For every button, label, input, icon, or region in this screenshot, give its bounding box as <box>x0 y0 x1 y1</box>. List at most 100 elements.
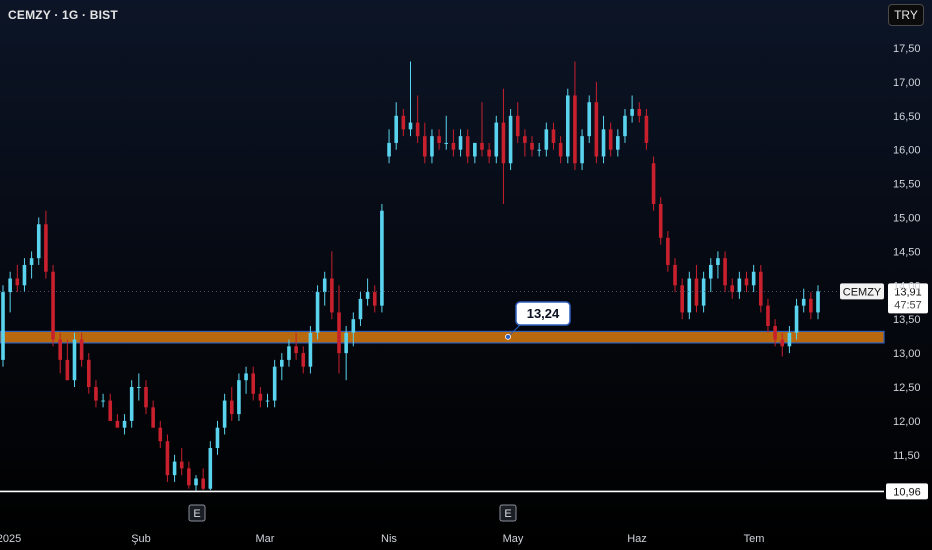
candle-body <box>737 278 742 293</box>
candle-body <box>794 305 799 333</box>
candle <box>258 387 263 408</box>
y-tick-label: 17,00 <box>893 77 921 89</box>
candle-body <box>187 468 191 486</box>
earnings-marker-box <box>499 504 517 522</box>
candle-body <box>573 95 577 164</box>
candle-body <box>208 448 213 489</box>
candle-body <box>780 339 785 347</box>
candle-body <box>372 292 377 306</box>
candle <box>809 292 813 320</box>
candle <box>251 366 256 401</box>
candle-body <box>515 115 520 137</box>
candle-body <box>15 278 20 286</box>
x-tick-label: May <box>503 533 524 545</box>
candle-body <box>680 285 684 313</box>
candle <box>172 454 177 482</box>
candle-body <box>244 373 248 381</box>
candle-body <box>759 271 763 306</box>
candle <box>122 414 127 435</box>
y-tick-label: 13,00 <box>893 348 921 360</box>
candle-body <box>351 319 356 333</box>
candle-body <box>222 400 227 428</box>
candle-body <box>365 292 370 299</box>
candle <box>401 109 406 137</box>
candle <box>787 325 792 354</box>
candle-body <box>151 407 155 428</box>
candle <box>730 278 735 299</box>
earnings-marker[interactable]: E <box>499 504 517 522</box>
candle <box>608 122 613 157</box>
y-tick-label: 15,00 <box>893 213 921 225</box>
candle-body <box>451 142 456 150</box>
candle-body <box>608 129 613 150</box>
candle-body <box>751 271 756 286</box>
candle <box>387 129 391 164</box>
support-zone-band[interactable] <box>0 330 885 344</box>
x-tick-label: Haz <box>627 533 647 545</box>
candle-body <box>415 122 420 137</box>
x-tick-label: Tem <box>744 533 765 545</box>
candle <box>36 217 41 265</box>
candle <box>244 366 248 394</box>
candle <box>65 339 70 381</box>
candle <box>430 129 434 164</box>
candle-body <box>530 142 534 150</box>
candle-body <box>401 115 406 130</box>
candle-body <box>272 366 277 401</box>
y-tick-label: 14,50 <box>893 246 921 258</box>
candle <box>237 373 241 421</box>
candle-body <box>523 136 527 143</box>
y-tick-label: 15,50 <box>893 179 921 191</box>
candle-body <box>194 478 198 486</box>
y-tick-label: 12,50 <box>893 382 921 394</box>
candle <box>194 475 198 491</box>
candle-body <box>537 149 541 151</box>
candle-body <box>458 136 463 150</box>
candle <box>94 380 98 408</box>
candle-body <box>65 359 70 381</box>
bar-countdown: 47:57 <box>894 299 922 311</box>
x-tick-label: Şub <box>131 533 151 545</box>
earnings-marker-box <box>188 504 206 522</box>
candle <box>751 264 756 293</box>
candle <box>515 102 520 143</box>
candle-body <box>330 278 334 313</box>
y-tick-label: 14,00 <box>893 280 921 292</box>
candle-body <box>358 298 363 320</box>
candle-body <box>387 142 391 157</box>
currency-button[interactable]: TRY <box>888 4 924 26</box>
candle-body <box>280 359 284 367</box>
candle <box>208 441 213 491</box>
candle <box>501 88 506 204</box>
annotation-callout[interactable]: 13,24 <box>515 301 571 326</box>
earnings-marker-label: E <box>504 508 511 520</box>
candle <box>372 285 377 313</box>
candle-body <box>258 393 263 401</box>
candle <box>137 373 141 401</box>
candle-body <box>172 461 177 476</box>
candle <box>651 156 656 211</box>
candle-body <box>658 203 663 238</box>
candle <box>394 102 399 150</box>
candle <box>151 400 155 428</box>
candle-body <box>501 122 506 164</box>
y-tick-label: 16,00 <box>893 145 921 157</box>
candle-body <box>86 359 91 387</box>
candle-body <box>201 478 205 489</box>
candle-body <box>558 142 563 157</box>
candle-body <box>229 400 234 415</box>
candle <box>229 387 234 421</box>
candle <box>365 278 370 306</box>
symbol-title: CEMZY · 1G · BIST <box>8 8 118 22</box>
candle-body <box>587 102 592 137</box>
candle-body <box>666 237 670 265</box>
candle-body <box>701 278 706 306</box>
candle <box>701 271 706 313</box>
candle <box>687 271 692 320</box>
candle-body <box>322 278 327 293</box>
candle-body <box>437 136 441 143</box>
candle <box>766 298 770 333</box>
earnings-marker[interactable]: E <box>188 504 206 522</box>
